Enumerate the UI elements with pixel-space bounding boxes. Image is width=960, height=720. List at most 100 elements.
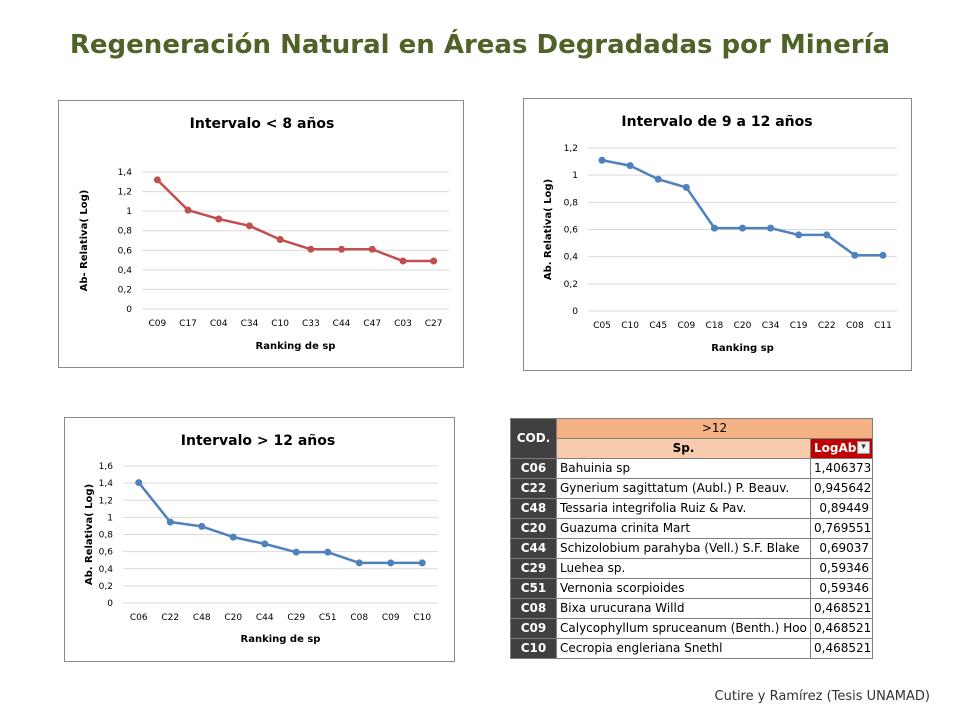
row-logab: 1,406373: [809, 458, 874, 479]
data-point: [153, 176, 161, 184]
row-species: Guazuma crinita Mart: [556, 518, 811, 539]
data-point: [682, 183, 690, 191]
y-axis-label: Ab. Relativa( Log): [543, 179, 554, 280]
data-point: [387, 559, 395, 567]
species-table-wrapper: COD. >12 Sp. LogAb ▾ C06 Bahuinia sp 1,406…: [510, 418, 874, 659]
table-row: C20 Guazuma crinita Mart 0,769551: [510, 518, 874, 539]
y-tick-label: 1,4: [118, 168, 133, 178]
y-tick-label: 0,2: [564, 280, 578, 290]
x-tick-label: C05: [593, 321, 611, 331]
y-tick-label: 0,4: [564, 253, 579, 263]
series-line: [156, 178, 434, 263]
row-logab: 0,945642: [809, 478, 874, 499]
data-point: [879, 251, 887, 259]
y-tick-label: 1: [126, 207, 132, 217]
y-tick-label: 0,6: [564, 226, 579, 236]
table-row: C44 Schizolobium parahyba (Vell.) S.F. Bl…: [510, 538, 874, 559]
data-point: [355, 559, 363, 567]
x-tick-label: C06: [130, 613, 148, 623]
x-tick-label: C09: [677, 321, 695, 331]
cod-header: COD.: [510, 418, 557, 459]
y-tick-label: 0,2: [99, 582, 113, 592]
chart-title: Intervalo > 12 años: [181, 433, 335, 449]
data-point: [324, 548, 332, 556]
row-cod: C06: [510, 458, 557, 479]
x-tick-label: C20: [224, 613, 242, 623]
x-tick-label: C10: [621, 321, 639, 331]
row-cod: C48: [510, 498, 557, 519]
x-tick-label: C51: [319, 613, 337, 623]
chart-svg: Intervalo < 8 años 0 0,2 0,4 0,6 0,8 1 1,2 1,4 C0…: [79, 116, 449, 352]
chart-title: Intervalo < 8 años: [190, 116, 335, 132]
x-axis-label: Ranking sp: [711, 343, 774, 354]
data-point: [823, 231, 831, 239]
chart-interval-under-8: Intervalo < 8 años 0 0,2 0,4 0,6 0,8 1 1,2 1,4 C0…: [58, 100, 464, 368]
x-tick-label: C48: [193, 613, 211, 623]
chart-interval-over-12: Intervalo > 12 años 0 0,2 0,4 0,6 0,8 1 1,2 1,4 1…: [64, 417, 455, 662]
row-logab: 0,468521: [809, 638, 874, 659]
y-tick-label: 1: [107, 513, 113, 523]
x-axis-label: Ranking de sp: [256, 341, 336, 352]
data-point: [626, 162, 634, 170]
y-tick-label: 0,4: [99, 565, 114, 575]
x-tick-label: C10: [271, 319, 289, 329]
x-tick-label: C10: [413, 613, 431, 623]
x-tick-label: C09: [148, 319, 166, 329]
data-point: [261, 540, 269, 548]
row-species: Schizolobium parahyba (Vell.) S.F. Blake: [556, 538, 811, 559]
table-row: C06 Bahuinia sp 1,406373: [510, 458, 874, 479]
row-logab: 0,769551: [809, 518, 874, 539]
sp-header: Sp.: [556, 438, 811, 459]
row-logab: 0,59346: [809, 558, 874, 579]
x-tick-label: C47: [363, 319, 381, 329]
row-cod: C44: [510, 538, 557, 559]
x-tick-label: C18: [706, 321, 724, 331]
source-footer: Cutire y Ramírez (Tesis UNAMAD): [714, 689, 930, 704]
y-tick-label: 0,4: [118, 266, 133, 276]
y-tick-label: 0,2: [118, 285, 132, 295]
chart-title: Intervalo de 9 a 12 años: [621, 114, 812, 130]
data-point: [135, 479, 143, 487]
row-cod: C20: [510, 518, 557, 539]
logab-header: LogAb ▾: [809, 438, 874, 459]
x-tick-label: C03: [394, 319, 412, 329]
row-species: Gynerium sagittatum (Aubl.) P. Beauv.: [556, 478, 811, 499]
table-row: C09 Calycophyllum spruceanum (Benth.) Hoo…: [510, 618, 874, 639]
data-point: [276, 236, 284, 244]
chart-svg: Intervalo de 9 a 12 años 0 0,2 0,4 0,6 0,8 1 1,…: [543, 114, 897, 354]
row-logab: 0,89449: [809, 498, 874, 519]
y-tick-label: 1,6: [99, 462, 114, 472]
row-species: Vernonia scorpioides: [556, 578, 811, 599]
y-axis-label: Ab- Relativa( Log): [79, 190, 90, 292]
x-tick-label: C20: [734, 321, 752, 331]
row-species: Calycophyllum spruceanum (Benth.) Hoo: [556, 618, 811, 639]
logab-header-label: LogAb: [814, 441, 857, 455]
x-tick-label: C34: [241, 319, 259, 329]
slide-title: Regeneración Natural en Áreas Degradadas…: [69, 30, 891, 60]
row-logab: 0,69037: [809, 538, 874, 559]
x-tick-label: C34: [762, 321, 780, 331]
data-point: [245, 222, 253, 230]
data-point: [739, 224, 746, 232]
x-tick-label: C08: [350, 613, 368, 623]
x-tick-label: C33: [302, 319, 320, 329]
data-point: [430, 257, 438, 265]
row-cod: C09: [510, 618, 557, 639]
y-tick-label: 0: [126, 305, 132, 315]
y-tick-label: 0: [107, 599, 113, 609]
x-tick-label: C11: [874, 321, 892, 331]
data-point: [229, 533, 237, 541]
group-header: >12: [555, 418, 874, 439]
x-tick-label: C22: [161, 613, 179, 623]
filter-dropdown-icon[interactable]: ▾: [857, 441, 871, 454]
x-axis-label: Ranking de sp: [241, 634, 321, 645]
row-cod: C10: [510, 638, 557, 659]
x-tick-label: C27: [425, 319, 443, 329]
row-cod: C29: [510, 558, 557, 579]
data-point: [598, 156, 606, 164]
x-tick-label: C44: [256, 613, 274, 623]
x-tick-label: C19: [790, 321, 808, 331]
data-point: [399, 257, 407, 265]
row-species: Luehea sp.: [556, 558, 811, 579]
row-species: Cecropia engleriana Snethl: [556, 638, 811, 659]
